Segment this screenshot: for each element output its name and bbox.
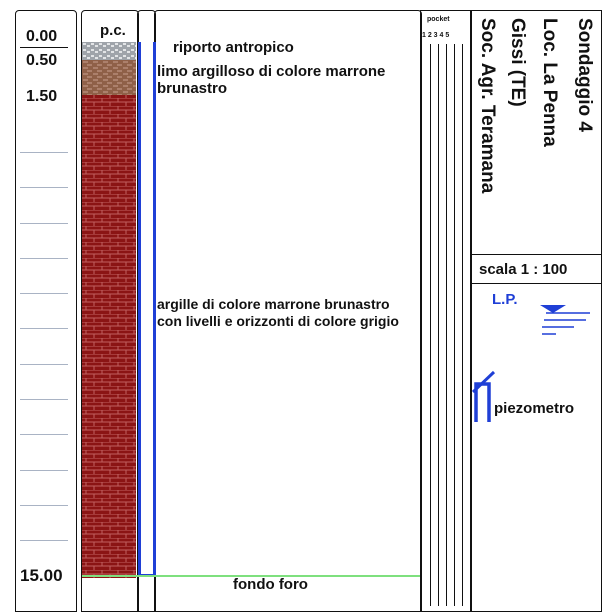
layer-label-limo-1: limo argilloso di colore marrone	[157, 63, 386, 80]
depth-label-150: 1.50	[26, 88, 58, 105]
layer-label-argille-2: con livelli e orizzonti di colore grigio	[157, 313, 399, 329]
pc-label: p.c.	[100, 22, 126, 39]
water-level-icon	[540, 305, 590, 335]
layer-label-riporto: riporto antropico	[173, 39, 294, 56]
layer-silt	[82, 60, 136, 95]
layer-label-argille-1: argille di colore marrone brunastro	[157, 296, 390, 312]
pocket-scale-numbers: 1 2 3 4 5	[422, 32, 450, 39]
layer-label-limo-2: brunastro	[157, 80, 228, 97]
piezometer-pipe	[138, 42, 156, 577]
title-sondaggio: Sondaggio 4	[574, 18, 595, 132]
layer-clay	[82, 95, 136, 578]
legend-piezometer-label: piezometro	[494, 400, 575, 417]
stratigraphic-log	[82, 42, 136, 578]
legend-water-level-label: L.P.	[492, 291, 518, 308]
depth-label-050: 0.50	[26, 52, 58, 69]
scale-label: scala 1 : 100	[479, 261, 568, 278]
depth-label-top: 0.00	[26, 28, 58, 45]
title-localita: Loc. La Penna	[539, 18, 560, 147]
scale-divider-top	[470, 254, 601, 255]
title-committente: Soc. Agr. Teramana	[477, 18, 498, 194]
piezometer-legend-icon	[472, 370, 496, 422]
depth-label-end: 15.00	[20, 566, 63, 585]
layer-fill-riporto	[82, 42, 136, 60]
bottom-of-hole-line	[82, 575, 420, 577]
title-comune: Gissi (TE)	[507, 18, 528, 107]
end-of-hole-label: fondo foro	[233, 576, 308, 593]
pocket-label: pocket	[427, 16, 450, 23]
scale-divider-bottom	[470, 283, 601, 284]
